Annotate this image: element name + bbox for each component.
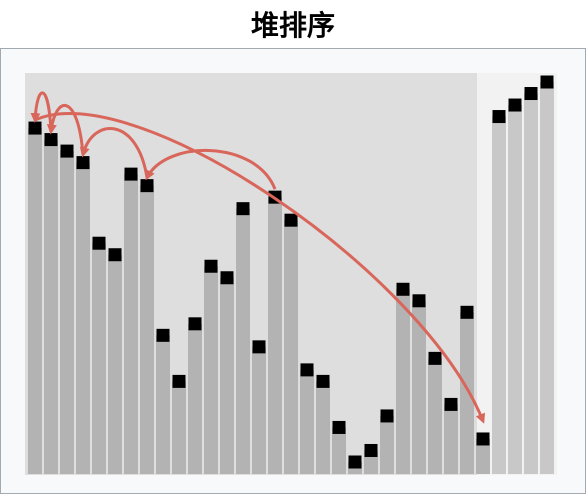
- bar-top-marker: [428, 351, 442, 365]
- bar: [28, 128, 42, 474]
- bar-top-marker: [380, 409, 394, 423]
- page-title: 堆排序: [250, 9, 335, 42]
- bar-top-marker: [44, 133, 58, 147]
- bar-top-marker: [124, 167, 138, 181]
- bar-top-marker: [444, 397, 458, 411]
- bar-top-marker: [236, 202, 250, 216]
- bar: [92, 243, 106, 474]
- bar-top-marker: [524, 87, 538, 101]
- bar-top-marker: [300, 363, 314, 377]
- bar: [220, 277, 234, 474]
- bar-top-marker: [172, 374, 186, 388]
- bar-top-marker: [476, 432, 490, 446]
- bar: [300, 369, 314, 474]
- bar: [156, 335, 170, 474]
- sorted-bar: [540, 82, 554, 474]
- bar-top-marker: [220, 271, 234, 285]
- bar: [236, 208, 250, 474]
- bar-top-marker: [188, 317, 202, 331]
- sorted-bar: [524, 93, 538, 475]
- swap-arrow: [46, 104, 85, 155]
- bar-top-marker: [252, 340, 266, 354]
- bar: [204, 266, 218, 474]
- bar-top-marker: [460, 305, 474, 319]
- bar: [124, 174, 138, 474]
- sorted-bar: [492, 116, 506, 474]
- bar-top-marker: [396, 282, 410, 296]
- bar-top-marker: [140, 179, 154, 193]
- bar-top-marker: [204, 259, 218, 273]
- bar: [316, 381, 330, 474]
- bar-top-marker: [92, 236, 106, 250]
- bar-top-marker: [156, 328, 170, 342]
- swap-arrow: [145, 149, 277, 190]
- bar: [476, 438, 490, 474]
- bar-top-marker: [76, 156, 90, 170]
- swap-arrow: [30, 91, 53, 132]
- bar: [380, 415, 394, 474]
- bar-top-marker: [108, 248, 122, 262]
- bar: [140, 185, 154, 475]
- swap-arrow: [79, 127, 149, 178]
- bar: [332, 427, 346, 474]
- bar: [268, 197, 282, 474]
- bar: [188, 323, 202, 474]
- bar: [460, 312, 474, 474]
- bar-top-marker: [348, 455, 362, 469]
- bar: [412, 300, 426, 474]
- bar-top-marker: [364, 443, 378, 457]
- swap-arrow: [34, 112, 486, 424]
- bar: [76, 162, 90, 474]
- bar: [252, 346, 266, 474]
- bar-top-marker: [316, 374, 330, 388]
- bar: [108, 254, 122, 474]
- bar-top-marker: [540, 75, 554, 89]
- bar-top-marker: [412, 294, 426, 308]
- bar: [172, 381, 186, 474]
- bar: [60, 151, 74, 474]
- bar: [396, 289, 410, 474]
- bar: [44, 139, 58, 475]
- bar-top-marker: [28, 121, 42, 135]
- bar-top-marker: [508, 98, 522, 112]
- bar: [444, 404, 458, 474]
- bar: [428, 358, 442, 474]
- bar-top-marker: [492, 110, 506, 124]
- bar-top-marker: [332, 420, 346, 434]
- bar-top-marker: [284, 213, 298, 227]
- bar-top-marker: [60, 144, 74, 158]
- sorted-bar: [508, 105, 522, 474]
- bar: [284, 220, 298, 474]
